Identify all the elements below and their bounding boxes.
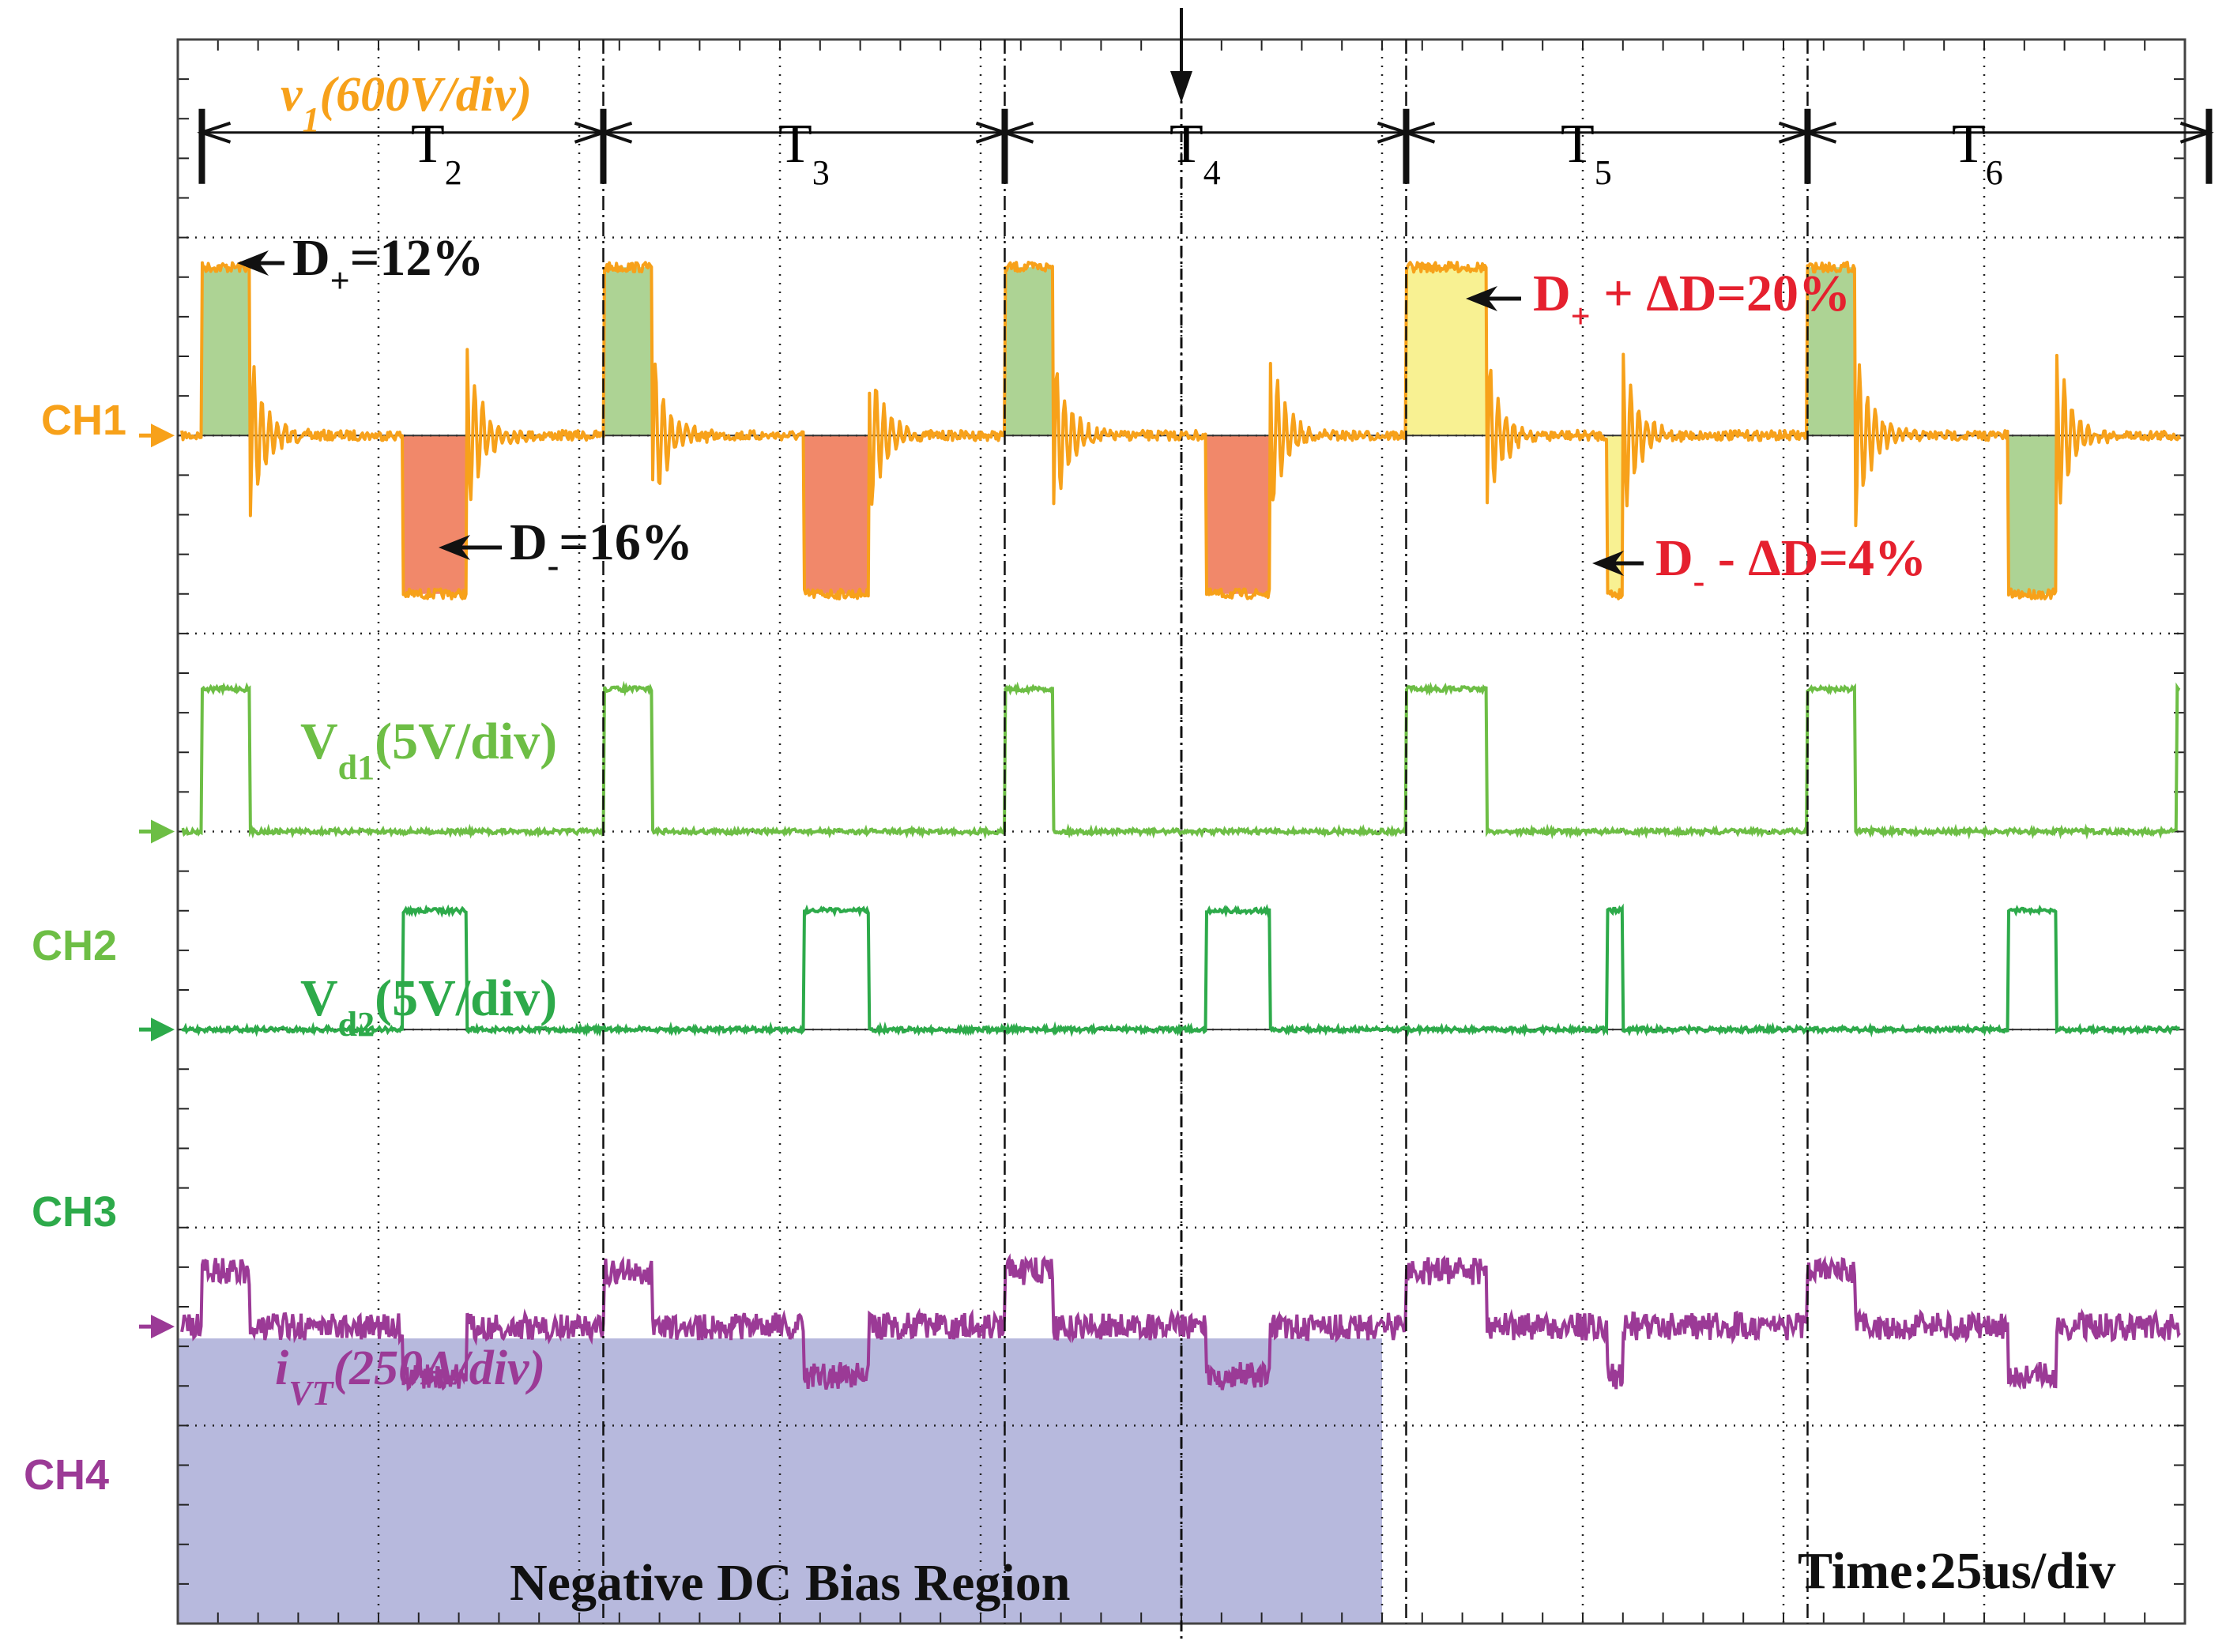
trigger-arrow — [1170, 71, 1192, 103]
time-scale-label: Time:25us/div — [1798, 1542, 2115, 1600]
period-label-t6: T6 — [1952, 114, 2003, 192]
d-minus-pointer-head — [439, 535, 470, 560]
d-minus-region-t6 — [2008, 435, 2057, 594]
ch1-marker-label: CH1 — [41, 397, 126, 444]
ch4-marker-label: CH4 — [24, 1451, 109, 1499]
negative-bias-label: Negative DC Bias Region — [510, 1554, 1070, 1612]
d-plus-pointer-head — [237, 250, 269, 276]
d-minus-region-t2 — [402, 435, 467, 594]
d-minus-annotation: D-=16% — [510, 514, 693, 585]
ch1-scale-label: v1(600V/div) — [281, 68, 532, 139]
ch4-scale-label: iVT(250A/div) — [275, 1342, 545, 1413]
period-label-t4: T4 — [1169, 114, 1221, 192]
d-minus-delta-annotation: D- - ΔD=4% — [1655, 529, 1927, 600]
d-plus-region-t2 — [202, 267, 250, 436]
period-label-t5: T5 — [1561, 114, 1612, 192]
d-minus-region-t4 — [1205, 435, 1270, 594]
d-minus-region-t3 — [804, 435, 868, 594]
period-label-t2: T2 — [411, 114, 462, 192]
d-minus-delta-pointer-head — [1592, 551, 1624, 576]
d-plus-delta-annotation: D+ + ΔD=20% — [1533, 265, 1851, 336]
ch3-arrow-head — [151, 1018, 175, 1042]
ch1-arrow-head — [151, 423, 175, 448]
ch3-marker-label: CH3 — [32, 1188, 117, 1236]
d-plus-delta-pointer-head — [1466, 286, 1497, 311]
ch3-scale-label: Vd2(5V/div) — [300, 969, 557, 1044]
ch3-trace — [180, 903, 2180, 1038]
d-plus-region-t6 — [1807, 267, 1856, 436]
d-plus-region-t5 — [1406, 267, 1487, 436]
ch2-arrow-head — [151, 819, 175, 844]
d-plus-region-t3 — [603, 267, 652, 436]
ch2-scale-label: Vd1(5V/div) — [300, 713, 557, 787]
ch4-trace — [180, 1253, 2181, 1392]
period-label-t3: T3 — [778, 114, 830, 192]
ch1-trace — [180, 261, 2182, 600]
ch2-marker-label: CH2 — [32, 922, 117, 969]
ch2-trace — [181, 680, 2181, 840]
d-plus-annotation: D+=12% — [292, 229, 484, 300]
ch4-arrow-head — [151, 1315, 175, 1339]
d-plus-region-t4 — [1004, 267, 1053, 436]
